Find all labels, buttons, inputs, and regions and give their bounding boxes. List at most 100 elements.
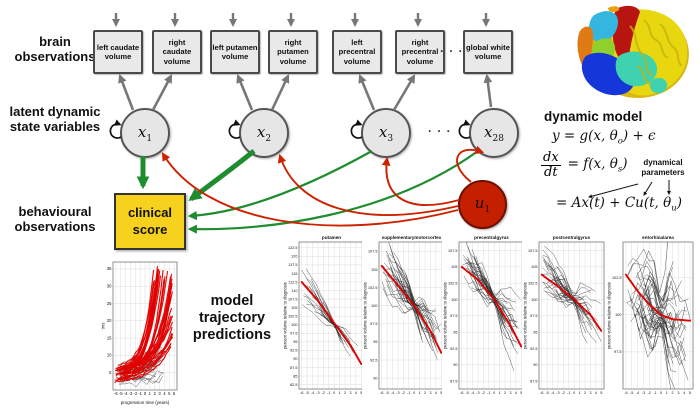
svg-text:90: 90 (453, 363, 457, 367)
svg-text:0: 0 (660, 391, 662, 395)
svg-text:107.5: 107.5 (528, 249, 538, 253)
brain-segmentation-image (577, 5, 689, 98)
svg-text:3: 3 (158, 391, 161, 396)
dynamic-model-title: dynamic model (544, 109, 643, 124)
svg-text:supplementarymotorcortex: supplementarymotorcortex (382, 235, 442, 240)
svg-text:0: 0 (144, 391, 147, 396)
chart-entorhinalarea: -6 -5 -4 -3 -2 -1 0 1 2 3 4 5 97.5 100 102.5 entorhinal… (606, 233, 696, 401)
svg-text:2: 2 (672, 391, 674, 395)
obs-box-right-putamen: right putamen volume (268, 30, 318, 74)
svg-text:107.5: 107.5 (368, 250, 378, 254)
svg-text:1: 1 (419, 391, 421, 395)
svg-text:-2: -2 (402, 391, 405, 395)
svg-text:0: 0 (333, 391, 335, 395)
svg-text:1: 1 (579, 391, 581, 395)
svg-text:1: 1 (339, 391, 341, 395)
chart-clinical-score-trajectories: -6 -5 -4 -3 -2 -1 0 1 2 3 4 5 6 5 10 15 20 25 30 35 progress… (100, 256, 180, 406)
brain-regions (577, 5, 689, 98)
svg-text:percent volume relative to dia: percent volume relative to diagnosis (607, 282, 612, 349)
svg-text:-3: -3 (316, 391, 319, 395)
svg-text:102.5: 102.5 (368, 286, 378, 290)
svg-text:85: 85 (293, 374, 297, 378)
input-node-u1: u1 (458, 180, 507, 229)
dynamical-parameters-annotation: dynamical parameters (641, 158, 685, 177)
svg-text:-2: -2 (322, 391, 325, 395)
svg-text:92.5: 92.5 (290, 349, 297, 353)
state-to-clinical-arrows (136, 149, 479, 234)
arrow-u1-to-x28 (456, 145, 485, 183)
svg-text:97.5: 97.5 (530, 314, 537, 318)
svg-text:-2: -2 (562, 391, 565, 395)
svg-text:1: 1 (149, 391, 152, 396)
state-node-x2-label: x2 (256, 122, 272, 144)
arrow-x2-to-clinical (188, 149, 256, 202)
svg-text:5: 5 (109, 370, 112, 375)
svg-text:90: 90 (533, 363, 537, 367)
svg-text:112.5: 112.5 (288, 280, 297, 284)
svg-text:105: 105 (451, 265, 457, 269)
svg-text:20: 20 (107, 318, 112, 323)
svg-text:-6: -6 (114, 391, 118, 396)
svg-text:-6: -6 (624, 391, 627, 395)
svg-text:-4: -4 (551, 391, 554, 395)
svg-text:5: 5 (168, 391, 171, 396)
svg-text:6: 6 (173, 391, 176, 396)
states-ellipsis: · · · (428, 124, 452, 138)
svg-text:tms: tms (101, 323, 106, 330)
state-node-x3-label: x3 (378, 122, 394, 144)
svg-text:-5: -5 (119, 391, 123, 396)
svg-text:4: 4 (515, 391, 517, 395)
svg-text:-3: -3 (556, 391, 559, 395)
svg-text:0: 0 (573, 391, 575, 395)
svg-text:2: 2 (424, 391, 426, 395)
svg-text:3: 3 (509, 391, 511, 395)
svg-text:115: 115 (291, 272, 297, 276)
arrow-x3-to-clinical (187, 150, 373, 221)
svg-text:-2: -2 (482, 391, 485, 395)
input-to-state-arrows (161, 145, 485, 227)
svg-text:4: 4 (595, 391, 597, 395)
svg-text:-2: -2 (133, 391, 137, 396)
chart-precentralgyrus: -6-5-4-3-2-101234587.59092.59597.5100102… (442, 233, 527, 401)
equation-linear-form: = Ax(t) + Cu(t, θu) (556, 195, 683, 214)
obs-box-global-white: global white volume (463, 30, 513, 74)
svg-text:4: 4 (163, 391, 166, 396)
svg-text:-5: -5 (465, 391, 468, 395)
svg-text:92.5: 92.5 (530, 347, 537, 351)
svg-text:entorhinalarea: entorhinalarea (642, 235, 674, 240)
svg-text:-5: -5 (305, 391, 308, 395)
svg-text:95: 95 (293, 340, 297, 344)
svg-text:15: 15 (107, 335, 112, 340)
svg-text:102.5: 102.5 (528, 281, 538, 285)
svg-text:5: 5 (689, 391, 691, 395)
obs-box-left-precentral: left precentral volume (332, 30, 382, 74)
svg-text:4: 4 (435, 391, 437, 395)
state-node-x1-label: x1 (137, 122, 153, 144)
svg-text:-5: -5 (630, 391, 633, 395)
svg-text:precentralgyrus: precentralgyrus (474, 235, 509, 240)
svg-text:5: 5 (440, 391, 442, 395)
noise-arrows (111, 13, 491, 28)
svg-text:1: 1 (666, 391, 668, 395)
svg-text:97.5: 97.5 (370, 322, 377, 326)
svg-text:90: 90 (373, 376, 377, 380)
svg-text:87.5: 87.5 (530, 379, 537, 383)
svg-text:92.5: 92.5 (370, 358, 377, 362)
svg-text:95: 95 (373, 340, 377, 344)
svg-text:87.5: 87.5 (450, 379, 457, 383)
svg-text:-2: -2 (648, 391, 651, 395)
svg-text:97.5: 97.5 (450, 314, 457, 318)
svg-text:97.5: 97.5 (290, 332, 297, 336)
svg-text:percent volume relative to dia: percent volume relative to diagnosis (523, 282, 528, 349)
svg-text:107.5: 107.5 (288, 297, 298, 301)
svg-text:87.5: 87.5 (290, 366, 297, 370)
svg-text:97.5: 97.5 (614, 350, 621, 354)
svg-text:2: 2 (584, 391, 586, 395)
svg-text:105: 105 (291, 306, 297, 310)
svg-text:3: 3 (429, 391, 431, 395)
obs-box-left-caudate: left caudate volume (93, 30, 143, 74)
svg-text:-1: -1 (487, 391, 490, 395)
svg-text:95: 95 (453, 330, 457, 334)
svg-text:90: 90 (293, 357, 297, 361)
